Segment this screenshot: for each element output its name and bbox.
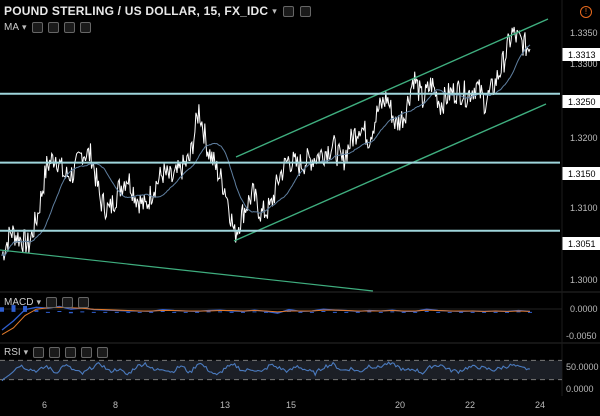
time-tick: 24 — [535, 400, 545, 410]
more-icon[interactable] — [81, 347, 93, 358]
price-tick: 1.3350 — [570, 28, 598, 38]
close-icon[interactable] — [63, 22, 75, 33]
rsi-pane: 50.0000 0.0000 — [0, 359, 599, 394]
time-tick: 8 — [113, 400, 118, 410]
settings-icon[interactable] — [47, 22, 59, 33]
more-icon[interactable] — [97, 347, 109, 358]
eye-icon[interactable] — [45, 297, 57, 308]
level-badge — [562, 95, 600, 108]
time-tick: 6 — [42, 400, 47, 410]
eye-icon[interactable] — [33, 347, 45, 358]
ma-legend[interactable]: MA ▾ — [4, 22, 91, 33]
price-tick: 1.3000 — [570, 275, 598, 285]
chevron-down-icon[interactable]: ▾ — [23, 347, 29, 357]
macd-pane: 0.0000 -0.0050 — [0, 304, 598, 341]
rsi-line — [1, 361, 531, 382]
chevron-down-icon[interactable]: ▾ — [36, 297, 41, 307]
hide-icon[interactable] — [300, 5, 312, 17]
level-badge — [562, 167, 600, 180]
current-price-label: 1.3313 — [568, 50, 596, 60]
macd-signal-line — [1, 306, 531, 336]
rsi-tick: 0.0000 — [566, 384, 594, 394]
chevron-down-icon[interactable]: ▾ — [22, 22, 27, 32]
rsi-legend[interactable]: RSI ▾ — [4, 347, 109, 358]
price-tick: 1.3100 — [570, 203, 598, 213]
time-tick: 15 — [286, 400, 296, 410]
symbol-title: POUND STERLING / US DOLLAR, 15, FX_IDC — [4, 4, 269, 18]
time-tick: 20 — [395, 400, 405, 410]
channel-lower-line[interactable] — [233, 103, 547, 242]
settings-icon[interactable] — [49, 347, 61, 358]
rsi-label: RSI — [4, 347, 21, 358]
symbol-header[interactable]: POUND STERLING / US DOLLAR, 15, FX_IDC ▾ — [4, 2, 312, 20]
level-label: 1.3150 — [568, 169, 596, 179]
more-icon[interactable] — [79, 22, 91, 33]
chevron-down-icon[interactable]: ▾ — [272, 5, 278, 16]
time-axis: 6 8 13 15 20 22 24 — [42, 400, 545, 410]
time-tick: 22 — [465, 400, 475, 410]
time-tick: 13 — [220, 400, 230, 410]
close-icon[interactable] — [77, 297, 89, 308]
level-badge — [562, 237, 600, 250]
price-axis: 1.3350 1.3300 1.3200 1.3100 1.3000 1.331… — [562, 28, 600, 285]
settings-icon[interactable] — [283, 5, 295, 17]
eye-icon[interactable] — [31, 22, 43, 33]
macd-tick: 0.0000 — [570, 304, 598, 314]
channel-upper-line[interactable] — [235, 18, 549, 158]
moving-average-line — [1, 44, 531, 257]
trend-line-lower[interactable] — [0, 249, 374, 292]
price-tick: 1.3200 — [570, 133, 598, 143]
macd-line — [1, 305, 531, 331]
macd-legend[interactable]: MACD ▾ — [4, 297, 89, 308]
macd-tick: -0.0050 — [566, 331, 597, 341]
close-icon[interactable] — [65, 347, 77, 358]
settings-icon[interactable] — [61, 297, 73, 308]
macd-label: MACD — [4, 297, 34, 308]
price-series-line — [1, 26, 531, 261]
level-label: 1.3051 — [568, 239, 596, 249]
level-label: 1.3250 — [568, 97, 596, 107]
price-pane — [0, 18, 560, 292]
ma-label: MA — [4, 22, 19, 33]
alert-icon[interactable]: ! — [580, 6, 592, 18]
rsi-tick: 50.0000 — [566, 362, 599, 372]
price-tick: 1.3300 — [570, 59, 598, 69]
current-price-badge — [562, 48, 600, 61]
